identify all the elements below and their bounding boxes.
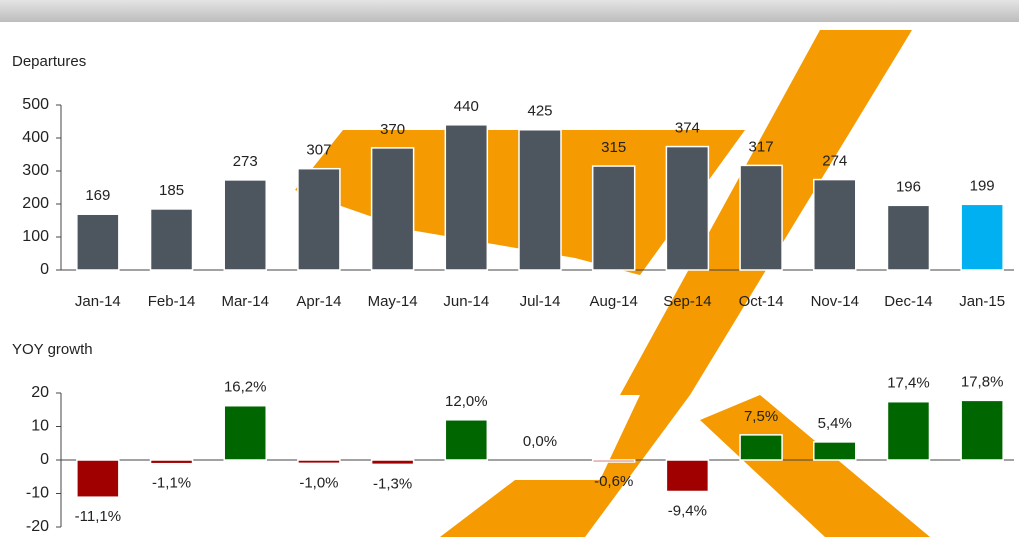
data-label: 0,0% xyxy=(523,433,557,450)
y-tick-label: 20 xyxy=(31,384,49,401)
data-label: 317 xyxy=(749,138,774,155)
bar xyxy=(961,400,1003,460)
y-tick-label: 0 xyxy=(40,261,49,278)
data-label: 5,4% xyxy=(818,415,852,432)
x-tick-label: May-14 xyxy=(368,293,418,310)
data-label: 16,2% xyxy=(224,379,267,396)
data-label: -1,0% xyxy=(299,474,338,491)
data-label: -0,6% xyxy=(594,473,633,490)
bar xyxy=(519,130,561,270)
bar xyxy=(887,402,929,460)
x-tick-label: Jan-14 xyxy=(75,293,121,310)
x-tick-label: Jan-15 xyxy=(959,293,1005,310)
bar xyxy=(593,460,635,462)
bar xyxy=(298,460,340,463)
bar xyxy=(445,125,487,270)
chart: Departures YOY growth 010020030040050016… xyxy=(0,0,1019,537)
chart-title: Departures xyxy=(12,53,86,70)
y-tick-label: 100 xyxy=(22,228,49,245)
x-tick-label: Sep-14 xyxy=(663,293,711,310)
bar xyxy=(372,460,414,464)
data-label: 273 xyxy=(233,153,258,170)
x-tick-label: Dec-14 xyxy=(884,293,932,310)
data-label: 196 xyxy=(896,178,921,195)
bar xyxy=(666,147,708,270)
chart-title: YOY growth xyxy=(12,341,93,358)
data-label: 199 xyxy=(970,177,995,194)
bar xyxy=(593,166,635,270)
bar xyxy=(740,165,782,270)
data-label: 425 xyxy=(527,103,552,120)
data-label: 374 xyxy=(675,120,700,137)
x-tick-label: Nov-14 xyxy=(811,293,859,310)
x-tick-label: Jun-14 xyxy=(443,293,489,310)
y-tick-label: 300 xyxy=(22,162,49,179)
data-label: -11,1% xyxy=(75,508,121,525)
page: Departures YOY growth 010020030040050016… xyxy=(0,0,1019,537)
bar xyxy=(151,209,193,270)
bar xyxy=(77,460,119,497)
y-tick-label: 500 xyxy=(22,96,49,113)
x-tick-label: Mar-14 xyxy=(221,293,269,310)
bar xyxy=(887,205,929,270)
data-label: 169 xyxy=(85,187,110,204)
data-label: 440 xyxy=(454,98,479,115)
bar xyxy=(372,148,414,270)
y-tick-label: -20 xyxy=(26,518,49,535)
data-label: 7,5% xyxy=(744,408,778,425)
bar xyxy=(814,442,856,460)
y-tick-label: 0 xyxy=(40,451,49,468)
data-label: 307 xyxy=(306,142,331,159)
data-label: 12,0% xyxy=(445,393,488,410)
bar xyxy=(740,435,782,460)
data-label: 185 xyxy=(159,182,184,199)
y-tick-label: -10 xyxy=(26,485,49,502)
x-tick-label: Aug-14 xyxy=(590,293,638,310)
data-label: 370 xyxy=(380,121,405,138)
y-tick-label: 200 xyxy=(22,195,49,212)
header-bar xyxy=(0,0,1019,22)
data-label: 315 xyxy=(601,139,626,156)
bar xyxy=(445,420,487,460)
bar xyxy=(77,214,119,270)
bar xyxy=(961,204,1003,270)
x-tick-label: Apr-14 xyxy=(296,293,341,310)
bar xyxy=(814,180,856,270)
x-tick-label: Oct-14 xyxy=(739,293,784,310)
data-label: 17,8% xyxy=(961,373,1004,390)
data-label: -1,3% xyxy=(373,475,412,492)
bar xyxy=(224,406,266,460)
x-tick-label: Jul-14 xyxy=(520,293,561,310)
data-label: 274 xyxy=(822,153,847,170)
x-tick-label: Feb-14 xyxy=(148,293,196,310)
data-label: 17,4% xyxy=(887,375,930,392)
bar xyxy=(666,460,708,491)
data-label: -9,4% xyxy=(668,502,707,519)
data-label: -1,1% xyxy=(152,475,191,492)
bar xyxy=(151,460,193,464)
y-tick-label: 400 xyxy=(22,129,49,146)
bar xyxy=(298,169,340,270)
y-tick-label: 10 xyxy=(31,418,49,435)
bar xyxy=(224,180,266,270)
